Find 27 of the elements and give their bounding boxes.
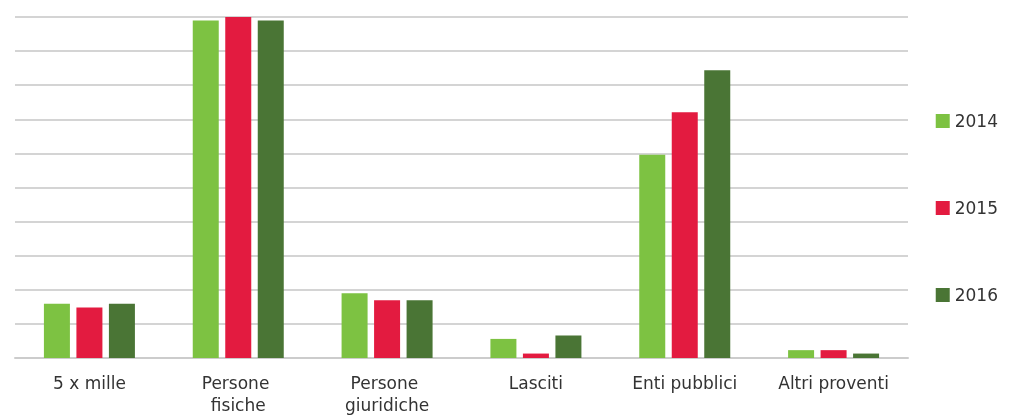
bar <box>490 338 517 358</box>
bar <box>406 300 433 358</box>
x-tick-label: 5 x mille <box>52 373 126 393</box>
bar <box>192 20 219 358</box>
bar <box>788 350 815 358</box>
bar <box>671 112 698 358</box>
x-tick-label: Enti pubblici <box>632 373 738 393</box>
bar <box>853 353 880 358</box>
bar <box>341 293 368 358</box>
bar <box>374 300 401 358</box>
bar <box>820 350 847 358</box>
bar <box>257 20 284 358</box>
bar <box>76 307 103 358</box>
x-tick-label: Persone fisiche <box>201 373 275 415</box>
bar <box>225 17 252 358</box>
x-tick-label: Persone giuridiche <box>345 373 430 415</box>
bar <box>43 303 70 358</box>
legend-label: 2016 <box>954 285 998 305</box>
bar <box>555 335 582 358</box>
legend-label: 2014 <box>954 111 998 131</box>
bar <box>522 353 549 358</box>
bar <box>639 154 666 358</box>
x-tick-label: Lasciti <box>508 373 564 393</box>
bar <box>108 303 135 358</box>
legend-label: 2015 <box>954 198 998 218</box>
x-tick-label: Altri proventi <box>778 373 889 393</box>
bar <box>704 70 731 358</box>
